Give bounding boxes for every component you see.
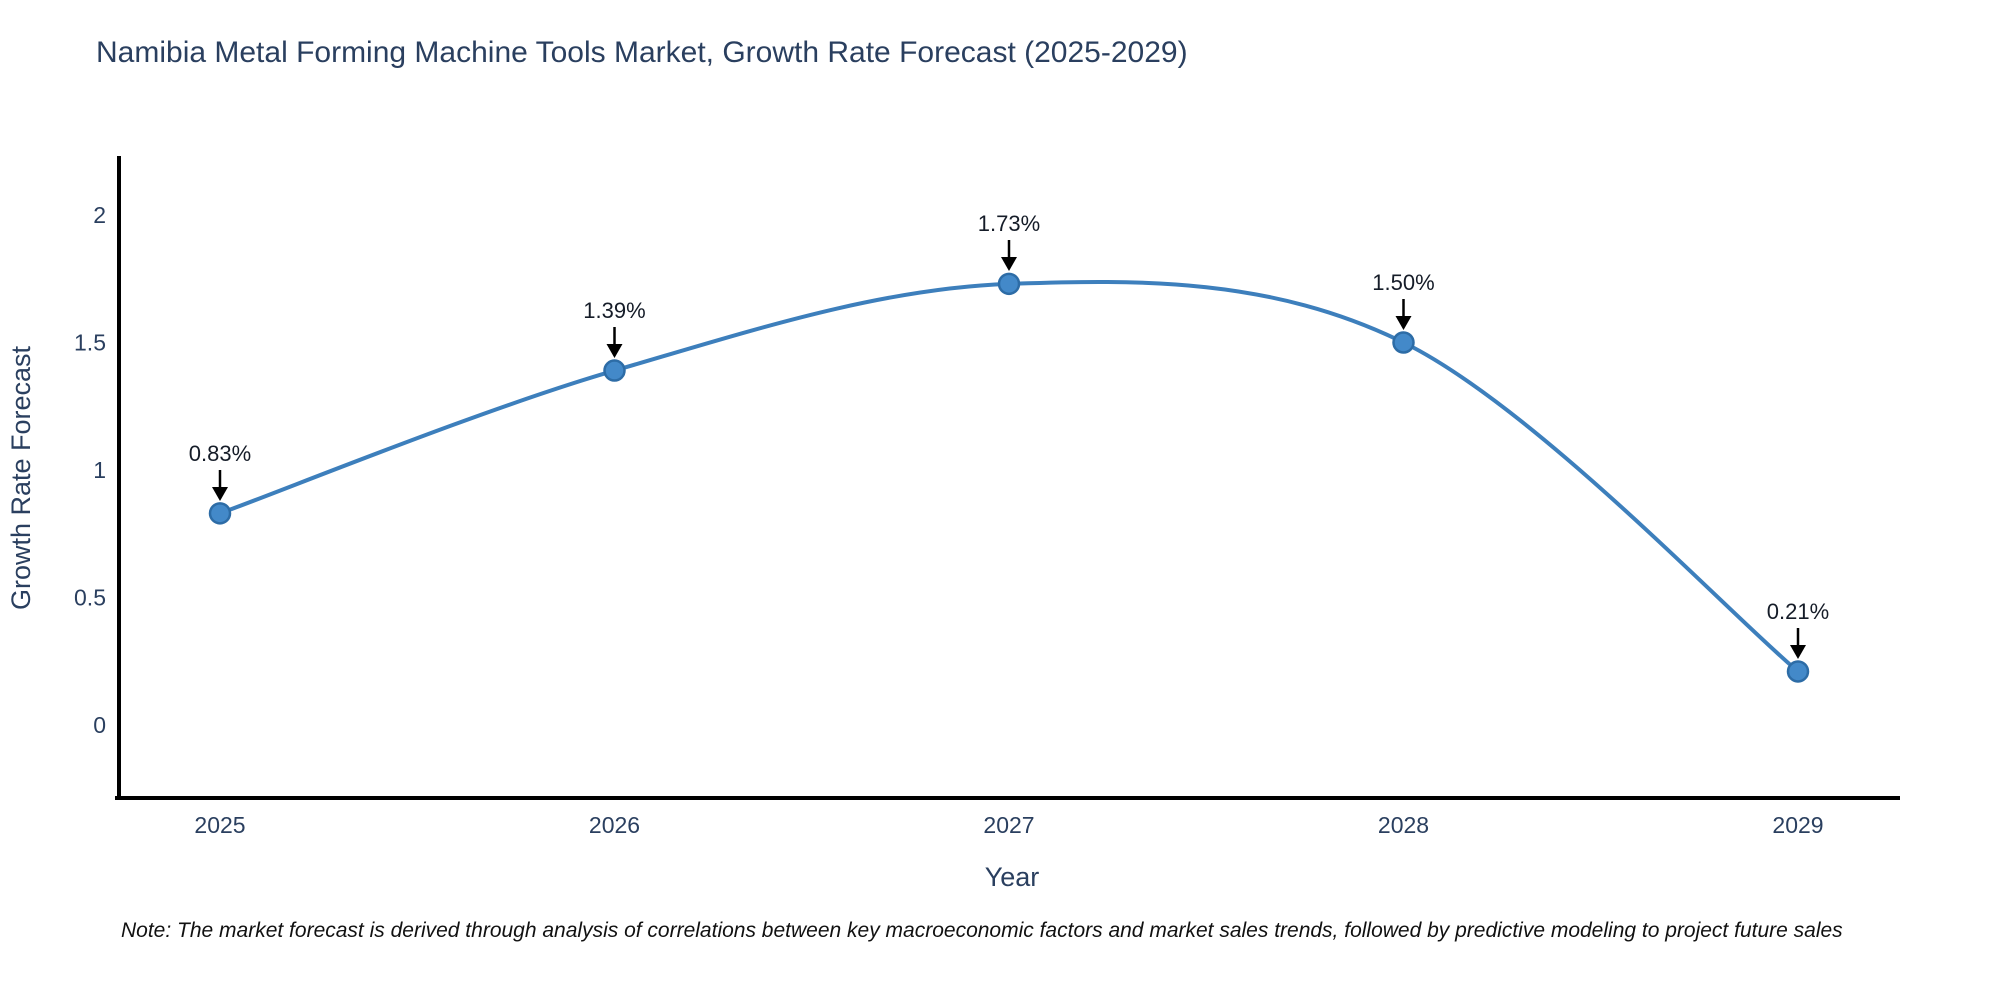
annotation-arrowhead	[606, 344, 623, 358]
y-axis-title: Growth Rate Forecast	[6, 345, 36, 610]
annotation-label-2026: 1.39%	[583, 298, 645, 323]
x-tick-label: 2026	[589, 812, 640, 838]
annotation-label-2025: 0.83%	[189, 441, 251, 466]
x-tick-label: 2028	[1378, 812, 1429, 838]
data-point-2026[interactable]	[603, 359, 626, 382]
annotation-arrowhead	[1001, 257, 1017, 271]
chart-title: Namibia Metal Forming Machine Tools Mark…	[96, 36, 1188, 69]
annotation-2029: 0.21%	[1767, 599, 1829, 659]
x-tick-label: 2029	[1772, 812, 1823, 838]
y-tick-label: 0.5	[74, 585, 106, 611]
annotation-2027: 1.73%	[978, 211, 1040, 271]
y-tick-label: 0	[93, 712, 106, 738]
annotation-arrowhead	[1395, 316, 1412, 330]
annotation-2028: 1.50%	[1372, 270, 1435, 330]
annotation-label-2028: 1.50%	[1372, 270, 1434, 295]
data-point-2027[interactable]	[997, 272, 1021, 296]
data-point-2028[interactable]	[1392, 331, 1415, 354]
footnote: Note: The market forecast is derived thr…	[121, 919, 1843, 942]
annotation-2026: 1.39%	[583, 298, 646, 358]
annotation-label-2029: 0.21%	[1767, 599, 1829, 624]
x-tick-label: 2027	[983, 812, 1034, 838]
data-point-2025[interactable]	[208, 502, 232, 525]
x-tick-label: 2025	[194, 812, 245, 838]
y-tick-label: 1.5	[74, 330, 106, 356]
annotation-arrowhead	[1790, 645, 1806, 659]
y-tick-label: 1	[93, 457, 106, 483]
x-axis-title: Year	[985, 862, 1040, 892]
annotation-2025: 0.83%	[189, 441, 251, 501]
annotation-arrowhead	[212, 487, 228, 501]
y-tick-label: 2	[93, 202, 106, 228]
annotation-label-2027: 1.73%	[978, 211, 1040, 236]
data-point-2029[interactable]	[1786, 660, 1810, 683]
trend-line	[218, 279, 1800, 674]
